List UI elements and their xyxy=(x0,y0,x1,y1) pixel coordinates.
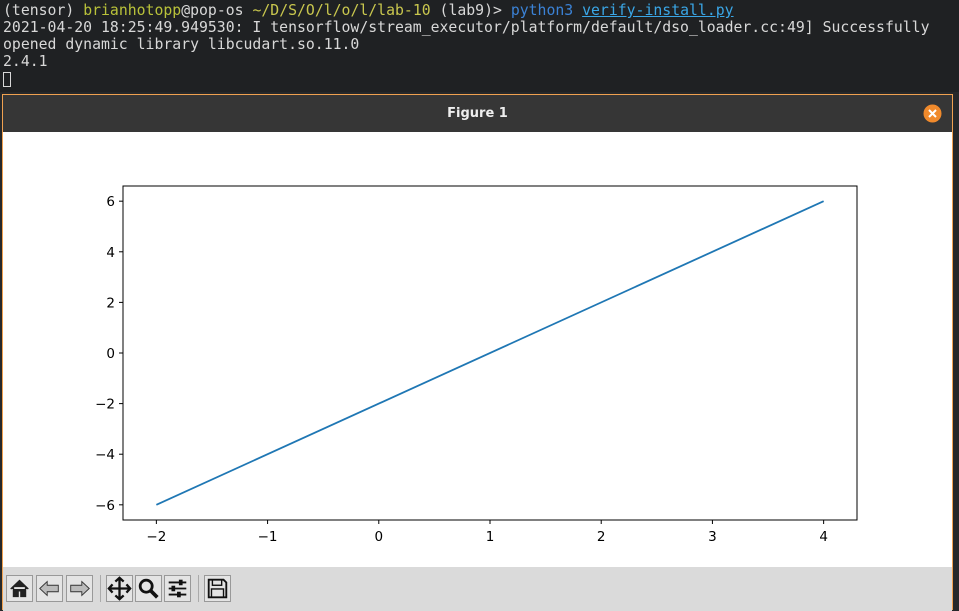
forward-button[interactable] xyxy=(66,575,93,602)
terminal-line: opened dynamic library libcudart.so.11.0 xyxy=(3,36,360,53)
zoom-button[interactable] xyxy=(135,575,162,602)
x-tick-label: 2 xyxy=(597,529,606,545)
text: brianhotopp xyxy=(83,2,182,19)
text: ~/D/S/O/l/o/l/lab-10 xyxy=(252,2,431,19)
x-tick-label: −1 xyxy=(258,529,278,545)
text: (lab9)> xyxy=(430,2,511,19)
x-tick-label: 1 xyxy=(486,529,495,545)
title-bar: Figure 1 xyxy=(3,95,952,132)
y-tick-label: −2 xyxy=(95,397,115,413)
terminal-line: (tensor) brianhotopp@pop-os ~/D/S/O/l/o/… xyxy=(3,2,959,19)
y-tick-label: 0 xyxy=(106,346,115,362)
home-button[interactable] xyxy=(6,575,33,602)
toolbar xyxy=(3,567,952,611)
pan-button[interactable] xyxy=(106,575,133,602)
data-line xyxy=(155,200,825,506)
window-title: Figure 1 xyxy=(447,106,508,121)
x-tick-label: −2 xyxy=(146,529,166,545)
y-tick-label: 4 xyxy=(106,245,115,261)
terminal: (tensor) brianhotopp@pop-os ~/D/S/O/l/o/… xyxy=(0,0,959,92)
x-tick-label: 0 xyxy=(374,529,383,545)
text xyxy=(573,2,582,19)
configure-button[interactable] xyxy=(164,575,191,602)
x-tick-label: 4 xyxy=(819,529,828,545)
x-tick-label: 3 xyxy=(708,529,717,545)
separator xyxy=(198,575,199,602)
axes-frame xyxy=(122,185,858,521)
text: (tensor) xyxy=(3,2,84,19)
y-tick-label: 2 xyxy=(106,295,115,311)
terminal-line xyxy=(3,70,959,87)
close-button[interactable] xyxy=(923,104,942,123)
cursor xyxy=(3,71,11,87)
chart: −2 −1 0 1 2 3 4 −6 −4 −2 0 2 4 6 xyxy=(95,185,858,545)
y-tick-label: −4 xyxy=(95,447,115,463)
terminal-line: 2.4.1 xyxy=(3,53,48,70)
save-button[interactable] xyxy=(204,575,231,602)
text: verify-install.py xyxy=(582,2,734,19)
back-button[interactable] xyxy=(36,575,63,602)
text: @pop-os xyxy=(181,2,253,19)
text: python3 xyxy=(510,2,574,19)
separator xyxy=(100,575,101,602)
figure-window: Figure 1 −2 −1 0 1 2 3 4 −6 −4 −2 0 2 4 6 xyxy=(2,94,953,611)
y-tick-label: −6 xyxy=(95,498,115,514)
y-tick-label: 6 xyxy=(106,194,115,210)
terminal-line: 2021-04-20 18:25:49.949530: I tensorflow… xyxy=(3,19,930,36)
